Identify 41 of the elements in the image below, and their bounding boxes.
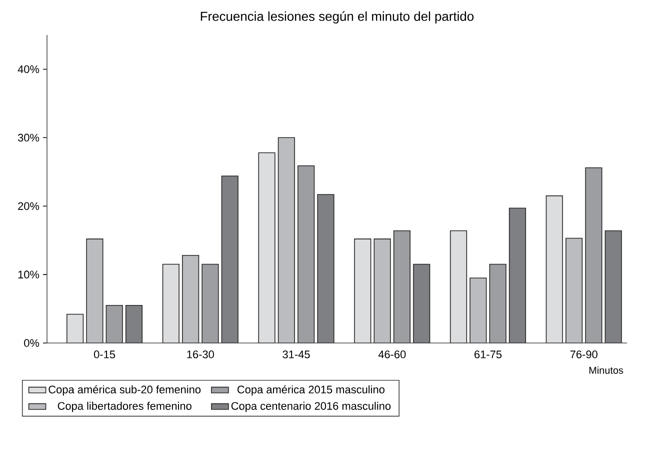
- y-tick-label: 40%: [18, 65, 40, 74]
- bar: [66, 314, 84, 343]
- x-tick-label: 76-90: [570, 350, 598, 358]
- bar: [86, 238, 104, 343]
- legend-label: Copa américa 2015 masculino: [238, 385, 384, 396]
- y-tick-label: 10%: [18, 270, 40, 278]
- bar: [450, 230, 468, 343]
- chart-title: Frecuencia lesiones según el minuto del partido: [200, 11, 474, 24]
- y-tick-label: 0%: [24, 339, 40, 347]
- bar: [565, 238, 583, 343]
- bar: [489, 264, 506, 343]
- bar: [317, 194, 334, 343]
- bar: [221, 176, 238, 343]
- legend-label: Copa américa sub-20 femenino: [48, 385, 201, 396]
- x-tick-label: 16-30: [187, 350, 214, 358]
- y-tick-label: 20%: [18, 202, 40, 210]
- bar: [508, 208, 526, 343]
- bar: [258, 152, 276, 343]
- bar: [393, 230, 411, 343]
- bar: [546, 195, 563, 343]
- bar: [125, 304, 143, 343]
- bar: [162, 264, 180, 343]
- x-axis-title: Minutos: [589, 366, 624, 374]
- bar: [374, 238, 391, 343]
- bar: [354, 238, 372, 343]
- x-tick-label: 46-60: [378, 350, 406, 358]
- x-tick-label: 0-15: [94, 350, 116, 358]
- bar: [202, 264, 219, 343]
- bar: [106, 304, 123, 343]
- x-tick-label: 61-75: [474, 350, 502, 358]
- bar: [470, 278, 487, 343]
- bar: [413, 264, 430, 343]
- bar: [585, 167, 602, 343]
- legend-label: Copa centenario 2016 masculino: [231, 402, 391, 412]
- x-tick-label: 31-45: [282, 350, 310, 358]
- bar: [298, 165, 315, 343]
- y-tick-label: 30%: [18, 134, 40, 142]
- bar: [182, 254, 200, 343]
- bar: [604, 230, 622, 343]
- legend-label: Copa libertadores femenino: [58, 402, 192, 412]
- bar: [278, 137, 295, 343]
